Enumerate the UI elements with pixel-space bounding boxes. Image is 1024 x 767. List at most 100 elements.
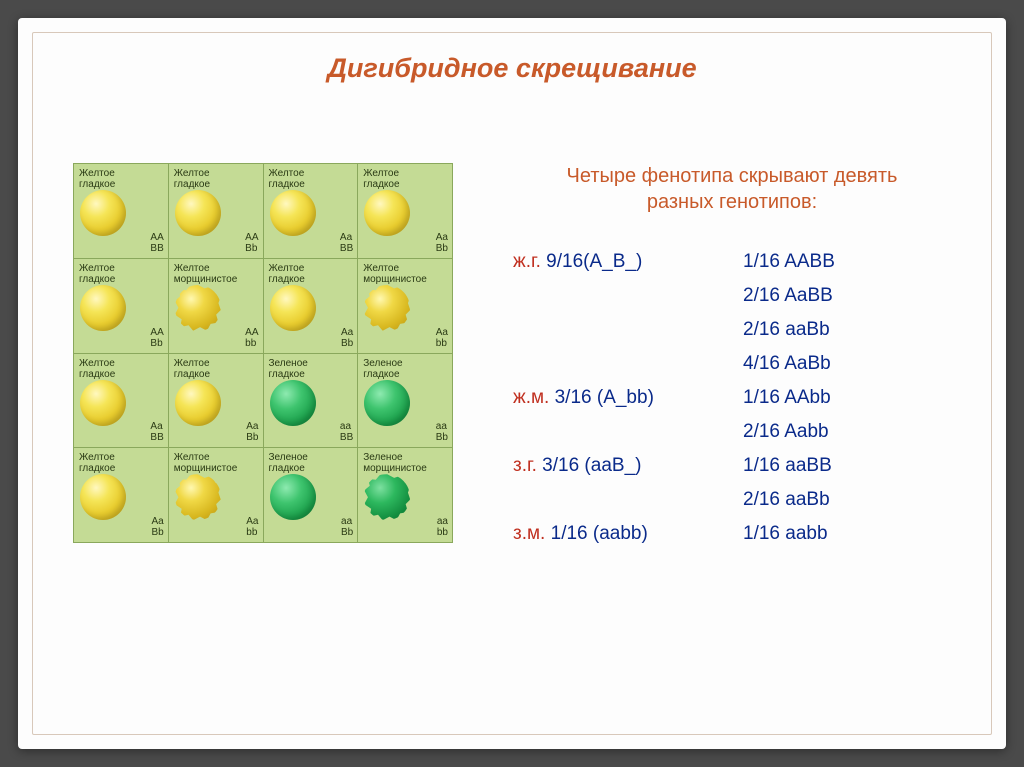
genotype-fraction: 2/16 AaBB — [743, 279, 943, 313]
punnett-cell: Желтоегладкое AaBB — [263, 164, 358, 259]
seed-icon — [175, 380, 221, 426]
cell-genotype: aaBb — [436, 421, 448, 443]
ratio-spacer — [513, 313, 743, 347]
cell-genotype: AaBB — [150, 421, 163, 443]
seed-icon — [270, 285, 316, 331]
seed-icon — [175, 285, 221, 331]
phenotype-abbr: з.м. — [513, 523, 551, 544]
punnett-cell: Желтоегладкое AaBb — [358, 164, 453, 259]
subtitle-line1: Четыре фенотипа скрывают девять — [567, 165, 898, 187]
genotype-fraction: 2/16 aaBb — [743, 483, 943, 517]
genotype-fraction: 2/16 Aabb — [743, 415, 943, 449]
punnett-cell: Зеленоегладкое aaBb — [358, 353, 453, 448]
cell-phenotype-label: Желтоегладкое — [79, 452, 163, 474]
cell-phenotype-label: Зеленоегладкое — [269, 452, 353, 474]
cell-genotype: AaBb — [436, 232, 448, 254]
seed-icon — [175, 190, 221, 236]
cell-genotype: AaBB — [340, 232, 353, 254]
cell-genotype: AaBb — [341, 327, 353, 349]
slide-page: Дигибридное скрещивание Желтоегладкое AAB… — [18, 18, 1006, 749]
cell-phenotype-label: Желтоегладкое — [269, 168, 353, 190]
subtitle: Четыре фенотипа скрывают девять разных г… — [513, 163, 951, 215]
punnett-cell: Желтоегладкое AaBb — [168, 353, 263, 448]
cell-genotype: Aabb — [246, 516, 258, 538]
seed-icon — [364, 474, 410, 520]
cell-phenotype-label: Желтоегладкое — [269, 263, 353, 285]
punnett-cell: Желтоеморщинистое Aabb — [358, 258, 453, 353]
cell-genotype: Aabb — [436, 327, 448, 349]
content-row: ЖелтоегладкоеAABBЖелтоегладкоеAABbЖелтое… — [73, 163, 951, 551]
ratio-spacer — [513, 415, 743, 449]
cell-phenotype-label: Желтоегладкое — [79, 358, 163, 380]
punnett-cell: Желтоегладкое AaBB — [74, 353, 169, 448]
cell-genotype: AABb — [150, 327, 163, 349]
punnett-cell: Желтоегладкое AABb — [168, 164, 263, 259]
cell-phenotype-label: Желтоегладкое — [174, 358, 258, 380]
cell-genotype: AaBb — [152, 516, 164, 538]
phenotype-ratio: ж.г. 9/16(A_B_) — [513, 245, 743, 279]
cell-genotype: AAbb — [245, 327, 258, 349]
seed-icon — [80, 190, 126, 236]
cell-phenotype-label: Желтоегладкое — [79, 168, 163, 190]
ratio-spacer — [513, 347, 743, 381]
punnett-cell: Зеленоегладкое aaBb — [263, 448, 358, 543]
ratio-spacer — [513, 483, 743, 517]
ratio-grid: ж.г. 9/16(A_B_)1/16 AABB2/16 AaBB2/16 aa… — [513, 245, 951, 551]
ratio-spacer — [513, 279, 743, 313]
cell-phenotype-label: Желтоегладкое — [79, 263, 163, 285]
punnett-cell: Желтоегладкое AABB — [74, 164, 169, 259]
seed-icon — [364, 380, 410, 426]
punnett-cell: Желтоеморщинистое Aabb — [168, 448, 263, 543]
punnett-cell: Желтоегладкое AABb — [74, 258, 169, 353]
cell-phenotype-label: Желтоеморщинистое — [174, 263, 258, 285]
phenotype-fraction: 3/16 (aaB_) — [542, 455, 641, 476]
genotype-fraction: 4/16 AaBb — [743, 347, 943, 381]
cell-genotype: aaBb — [341, 516, 353, 538]
seed-icon — [80, 285, 126, 331]
genotype-fraction: 1/16 aaBB — [743, 449, 943, 483]
genotype-fraction: 1/16 aabb — [743, 517, 943, 551]
seed-icon — [80, 474, 126, 520]
cell-phenotype-label: Зеленоегладкое — [269, 358, 353, 380]
phenotype-fraction: 1/16 (aabb) — [551, 523, 648, 544]
cell-phenotype-label: Желтоегладкое — [363, 168, 447, 190]
phenotype-abbr: ж.м. — [513, 387, 555, 408]
genotype-fraction: 1/16 AABB — [743, 245, 943, 279]
punnett-cell: Желтоегладкое AaBb — [74, 448, 169, 543]
seed-icon — [80, 380, 126, 426]
seed-icon — [270, 190, 316, 236]
cell-genotype: aabb — [437, 516, 448, 538]
seed-icon — [270, 474, 316, 520]
phenotype-abbr: з.г. — [513, 455, 542, 476]
genotype-fraction: 1/16 AAbb — [743, 381, 943, 415]
seed-icon — [364, 190, 410, 236]
phenotype-ratio: ж.м. 3/16 (A_bb) — [513, 381, 743, 415]
punnett-cell: Зеленоеморщинистое aabb — [358, 448, 453, 543]
cell-phenotype-label: Желтоегладкое — [174, 168, 258, 190]
seed-icon — [175, 474, 221, 520]
punnett-cell: Желтоеморщинистое AAbb — [168, 258, 263, 353]
punnett-cell: Желтоегладкое AaBb — [263, 258, 358, 353]
genotype-fraction: 2/16 aaBb — [743, 313, 943, 347]
cell-phenotype-label: Зеленоегладкое — [363, 358, 447, 380]
right-panel: Четыре фенотипа скрывают девять разных г… — [513, 163, 951, 551]
cell-genotype: AaBb — [246, 421, 258, 443]
seed-icon — [364, 285, 410, 331]
slide-inner-border: Дигибридное скрещивание Желтоегладкое AAB… — [32, 32, 992, 735]
phenotype-ratio: з.м. 1/16 (aabb) — [513, 517, 743, 551]
punnett-square: ЖелтоегладкоеAABBЖелтоегладкоеAABbЖелтое… — [73, 163, 453, 543]
cell-genotype: AABb — [245, 232, 258, 254]
phenotype-fraction: 3/16 (A_bb) — [555, 387, 654, 408]
phenotype-fraction: 9/16(A_B_) — [546, 251, 642, 272]
cell-phenotype-label: Желтоеморщинистое — [363, 263, 447, 285]
phenotype-ratio: з.г. 3/16 (aaB_) — [513, 449, 743, 483]
slide-title: Дигибридное скрещивание — [33, 53, 991, 84]
phenotype-abbr: ж.г. — [513, 251, 546, 272]
subtitle-line2: разных генотипов: — [647, 191, 817, 213]
seed-icon — [270, 380, 316, 426]
cell-phenotype-label: Желтоеморщинистое — [174, 452, 258, 474]
cell-genotype: AABB — [150, 232, 163, 254]
punnett-cell: Зеленоегладкое aaBB — [263, 353, 358, 448]
cell-genotype: aaBB — [340, 421, 353, 443]
cell-phenotype-label: Зеленоеморщинистое — [363, 452, 447, 474]
